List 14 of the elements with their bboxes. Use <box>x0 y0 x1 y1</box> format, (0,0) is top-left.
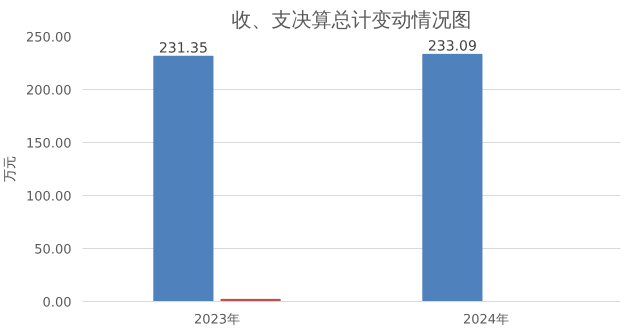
y-tick-label: 150.00 <box>26 136 72 152</box>
chart-title: 收、支决算总计变动情况图 <box>232 8 472 32</box>
y-tick-label: 200.00 <box>26 84 72 98</box>
bar <box>153 56 214 302</box>
x-tick-label: 2023年 <box>194 312 240 328</box>
y-axis-title: 万元 <box>3 156 18 182</box>
data-label: 233.09 <box>428 38 477 54</box>
data-label: 231.35 <box>158 40 208 56</box>
y-tick-label: 50.00 <box>34 242 72 258</box>
y-tick-label: 100.00 <box>26 190 72 204</box>
x-tick-label: 2024年 <box>462 312 510 328</box>
y-tick-label: 0.00 <box>42 296 72 310</box>
y-tick-label: 250.00 <box>26 30 72 46</box>
bar <box>422 54 482 302</box>
